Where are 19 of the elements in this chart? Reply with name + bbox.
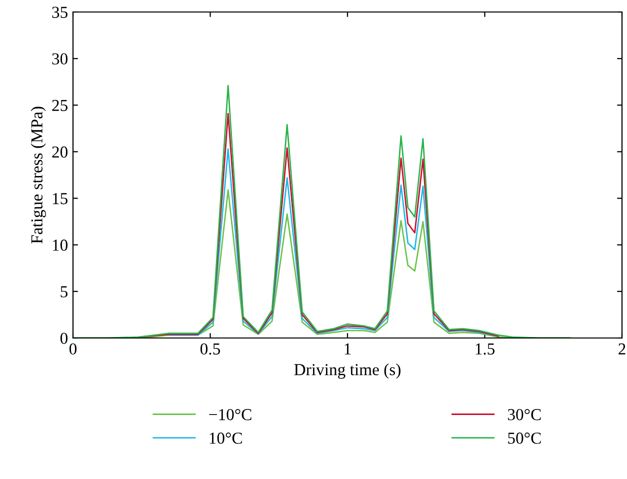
legend-label: 30°C: [508, 409, 541, 420]
y-tick-label: 20: [52, 146, 68, 158]
y-tick-label: 10: [52, 240, 68, 251]
y-tick-label: 35: [52, 6, 68, 18]
y-tick-label: 25: [52, 100, 68, 112]
legend-label: 50°C: [508, 432, 541, 444]
y-tick-label: 5: [60, 286, 68, 298]
x-tick-label: 1.5: [476, 343, 495, 355]
y-axis-title: Fatigue stress (MPa): [30, 106, 46, 244]
legend-label: −10°C: [209, 409, 252, 420]
x-tick-label: 0: [69, 343, 77, 355]
y-tick-label: 15: [52, 193, 68, 204]
y-tick-label: 30: [52, 53, 68, 65]
x-tick-label: 0.5: [200, 343, 220, 355]
x-tick-label: 1: [344, 343, 351, 354]
legend-label: 10°C: [210, 432, 242, 444]
x-axis-title: Driving time (s): [294, 364, 400, 379]
y-tick-label: 0: [60, 332, 68, 344]
x-tick-label: 2: [618, 343, 626, 354]
